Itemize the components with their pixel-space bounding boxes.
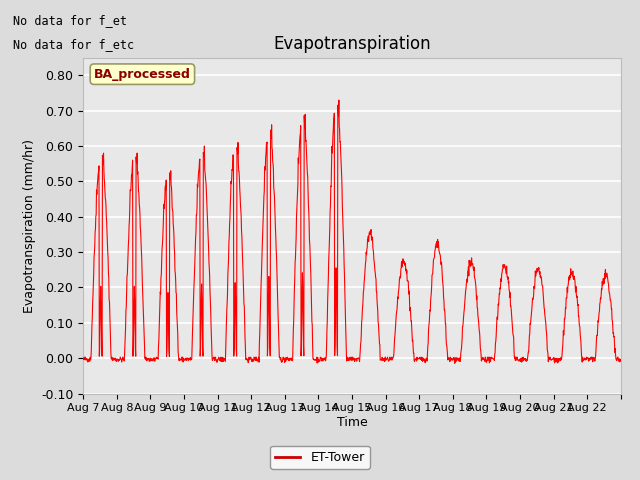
Text: BA_processed: BA_processed <box>94 68 191 81</box>
Y-axis label: Evapotranspiration (mm/hr): Evapotranspiration (mm/hr) <box>22 139 36 312</box>
X-axis label: Time: Time <box>337 416 367 429</box>
Text: No data for f_etc: No data for f_etc <box>13 38 134 51</box>
Text: No data for f_et: No data for f_et <box>13 14 127 27</box>
Legend: ET-Tower: ET-Tower <box>270 446 370 469</box>
Title: Evapotranspiration: Evapotranspiration <box>273 35 431 53</box>
